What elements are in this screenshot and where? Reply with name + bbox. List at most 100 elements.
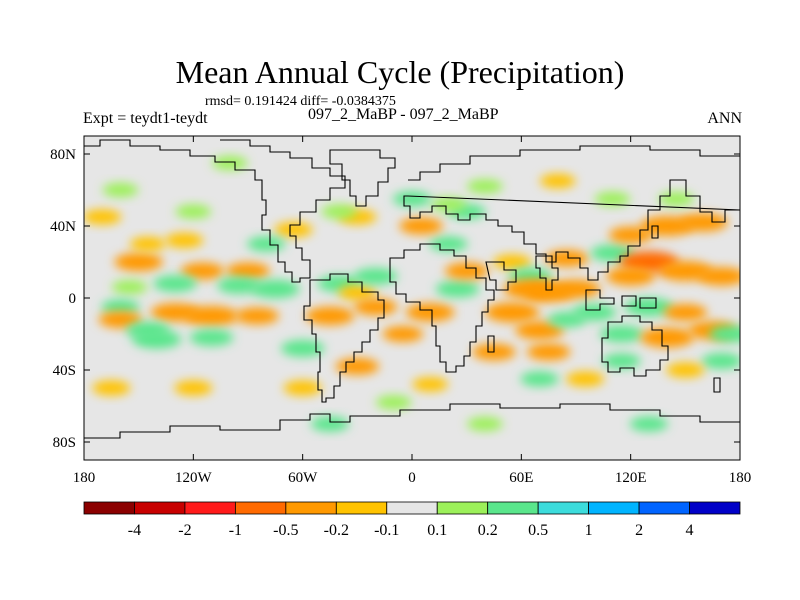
anomaly-blob: [429, 236, 468, 252]
experiment-label: Expt = teydt1-teydt: [83, 110, 208, 127]
x-tick-label: 0: [408, 470, 416, 486]
x-tick-label: 60W: [288, 470, 318, 486]
anomaly-blob: [101, 299, 140, 315]
anomaly-blob: [92, 380, 131, 396]
anomaly-blob: [392, 191, 432, 207]
x-axis: 180 120W 60W 0 60E 120E 180: [73, 136, 752, 486]
anomaly-blob: [520, 371, 559, 387]
anomaly-blob: [405, 303, 455, 322]
colorbar-label: 1: [585, 522, 593, 539]
anomaly-blob: [129, 236, 166, 252]
colorbar-swatch: [386, 501, 438, 515]
x-tick-label: 120E: [615, 470, 647, 486]
anomaly-blob: [84, 209, 122, 225]
colorbar-label: 0.1: [427, 522, 447, 539]
anomaly-blob: [565, 371, 605, 387]
colorbar: -4 -2 -1 -0.5 -0.2 -0.1 0.1 0.2 0.5 1 2 4: [83, 501, 741, 539]
y-tick-label: 0: [69, 291, 77, 307]
anomaly-blob: [217, 277, 261, 294]
colorbar-label: -0.1: [374, 522, 399, 539]
season-label: ANN: [707, 110, 742, 127]
anomaly-blob: [515, 321, 564, 340]
anomaly-blob: [551, 279, 601, 299]
colorbar-swatch: [487, 501, 539, 515]
coastline-japan: [651, 225, 659, 239]
anomaly-blob: [280, 340, 325, 357]
anomaly-blob: [274, 222, 313, 238]
x-tick-label: 60E: [509, 470, 533, 486]
colorbar-label: -2: [178, 522, 191, 539]
x-tick-label: 180: [73, 470, 96, 486]
colorbar-swatch: [335, 501, 388, 515]
colorbar-label: -4: [128, 522, 141, 539]
anomaly-blob: [102, 182, 139, 198]
y-tick-label: 80N: [50, 147, 76, 163]
anomaly-blob: [211, 155, 248, 171]
anomaly-blob: [658, 191, 695, 207]
anomaly-blob: [572, 304, 617, 321]
colorbar-swatch: [134, 501, 186, 515]
anomaly-blob: [666, 362, 705, 378]
coastline-india: [535, 255, 559, 291]
anomaly-blob: [485, 302, 540, 323]
anomaly-blob: [444, 262, 489, 280]
y-tick-label: 80S: [53, 435, 76, 451]
anomaly-blob: [602, 353, 641, 369]
anomaly-blob: [184, 306, 239, 326]
coastline-antarctica: [84, 403, 740, 439]
coastline-madagascar: [487, 335, 495, 353]
anomaly-blob: [226, 262, 270, 280]
anomaly-blob: [539, 173, 576, 189]
anomaly-blob: [305, 306, 355, 326]
anomaly-blob: [111, 280, 148, 295]
colorbar-label: 2: [635, 522, 643, 539]
anomaly-blob: [466, 179, 503, 194]
anomaly-blob: [663, 304, 708, 321]
anomaly-layer: [84, 155, 740, 432]
colorbar-swatch: [588, 501, 640, 515]
anomaly-blob: [353, 268, 398, 285]
anomaly-blob: [430, 197, 467, 212]
anomaly-blob: [114, 252, 164, 272]
anomaly-blob: [310, 416, 350, 432]
coastline-greenland: [329, 149, 396, 207]
anomaly-blob: [382, 326, 424, 342]
anomaly-blob: [466, 416, 503, 432]
anomaly-blob: [189, 329, 234, 346]
anomaly-blob: [132, 330, 182, 349]
anomaly-blob: [697, 267, 740, 286]
anomaly-blob: [98, 311, 143, 328]
anomaly-blob: [435, 280, 480, 298]
chart-title: Mean Annual Cycle (Precipitation): [175, 54, 625, 90]
coastline-north-america: [84, 139, 346, 283]
colorbar-swatch: [184, 501, 236, 515]
x-tick-label: 180: [729, 470, 752, 486]
anomaly-blob: [353, 298, 398, 316]
coastline-africa: [389, 243, 495, 373]
colorbar-swatch: [537, 501, 590, 515]
anomaly-blob: [153, 275, 197, 292]
colorbar-label: 4: [686, 522, 694, 539]
anomaly-blob: [247, 236, 286, 252]
anomaly-blob: [235, 307, 279, 325]
anomaly-blob: [250, 279, 300, 299]
coastline-south-america: [303, 273, 385, 403]
anomaly-blob: [174, 380, 213, 396]
y-axis: 80N 40N 0 40S 80S: [50, 147, 740, 451]
colorbar-label: -0.2: [324, 522, 349, 539]
anomaly-blob: [640, 327, 695, 348]
colorbar-label: -0.5: [273, 522, 298, 539]
colorbar-swatch: [689, 501, 741, 515]
coastline-indonesia: [585, 289, 657, 311]
anomaly-blob: [624, 297, 674, 317]
anomaly-blob: [175, 204, 212, 219]
anomaly-blob: [493, 254, 532, 270]
anomaly-blob: [283, 380, 322, 396]
anomaly-blob: [679, 213, 728, 232]
coastline-arabia: [485, 261, 517, 291]
anomaly-blob: [338, 285, 377, 301]
anomaly-blob: [599, 325, 644, 343]
colorbar-label: 0.5: [528, 522, 548, 539]
colorbar-swatch: [234, 501, 287, 515]
